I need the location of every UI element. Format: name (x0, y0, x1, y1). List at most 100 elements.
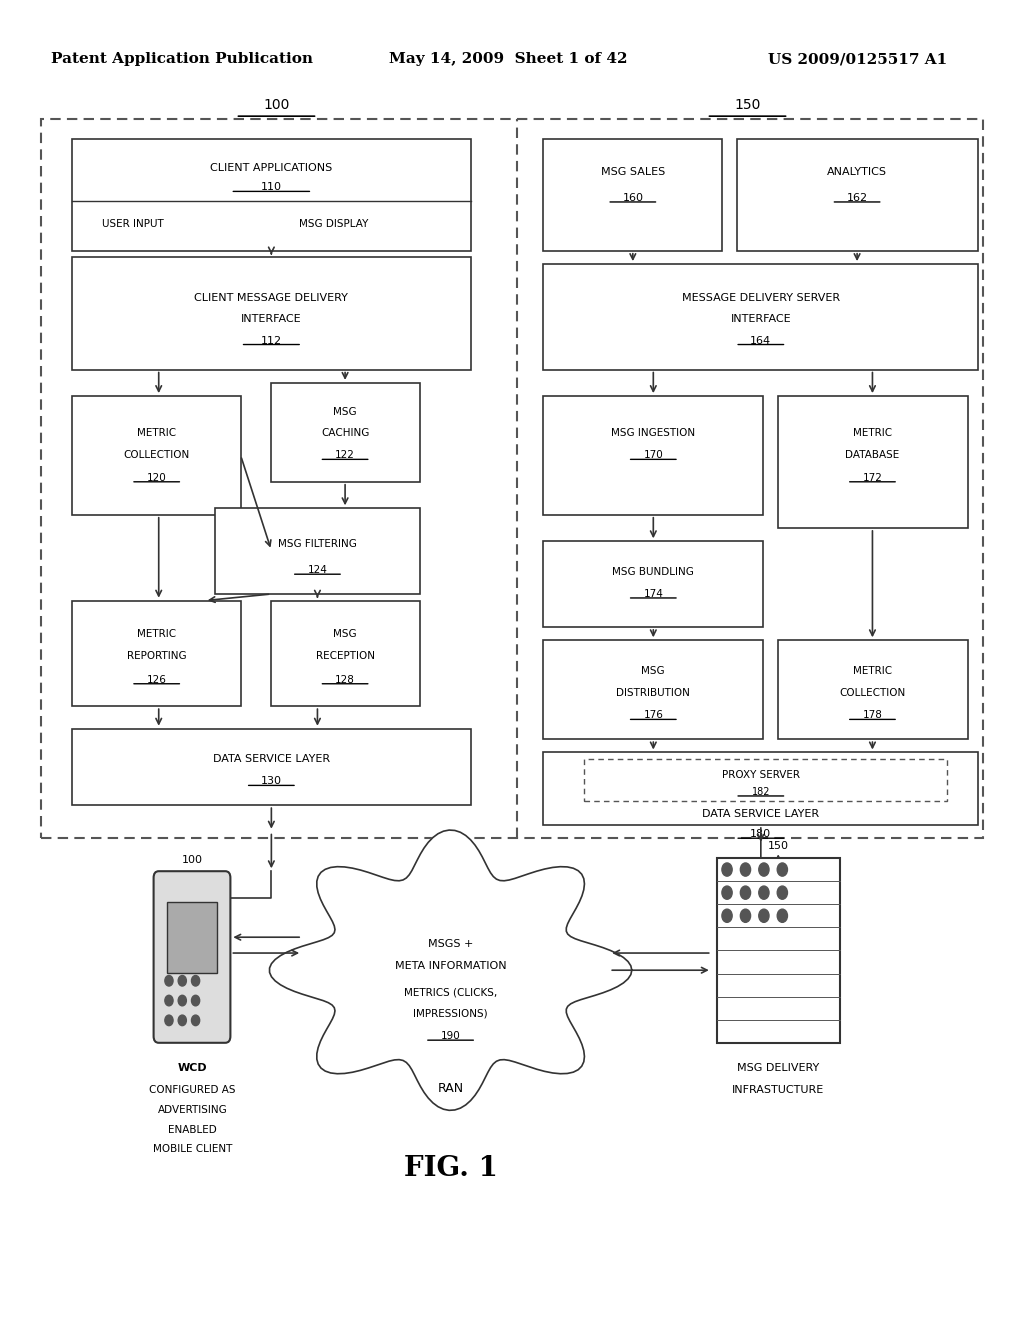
Text: MSG DISPLAY: MSG DISPLAY (299, 219, 369, 230)
FancyBboxPatch shape (167, 902, 217, 973)
Text: COLLECTION: COLLECTION (124, 450, 189, 461)
FancyBboxPatch shape (154, 871, 230, 1043)
Text: 110: 110 (261, 182, 282, 193)
Text: 130: 130 (261, 776, 282, 787)
Circle shape (165, 975, 173, 986)
Text: 150: 150 (734, 98, 761, 112)
FancyBboxPatch shape (717, 858, 840, 1043)
Text: 178: 178 (862, 710, 883, 721)
Text: 100: 100 (263, 98, 290, 112)
FancyBboxPatch shape (72, 601, 241, 706)
Text: US 2009/0125517 A1: US 2009/0125517 A1 (768, 53, 947, 66)
FancyBboxPatch shape (271, 383, 420, 482)
Polygon shape (269, 830, 632, 1110)
FancyBboxPatch shape (271, 601, 420, 706)
Text: 120: 120 (146, 473, 167, 483)
FancyBboxPatch shape (543, 139, 722, 251)
Text: DATA SERVICE LAYER: DATA SERVICE LAYER (213, 754, 330, 764)
Circle shape (759, 863, 769, 876)
Text: REPORTING: REPORTING (127, 651, 186, 661)
FancyBboxPatch shape (543, 541, 763, 627)
Text: INFRASTUCTURE: INFRASTUCTURE (732, 1085, 824, 1096)
Text: 180: 180 (751, 829, 771, 840)
Text: 172: 172 (862, 473, 883, 483)
Text: METRIC: METRIC (853, 428, 892, 438)
Text: MSG FILTERING: MSG FILTERING (278, 539, 357, 549)
Text: MSG: MSG (641, 665, 666, 676)
Text: DATA SERVICE LAYER: DATA SERVICE LAYER (702, 809, 819, 820)
Text: INTERFACE: INTERFACE (730, 314, 792, 325)
Circle shape (722, 886, 732, 899)
Text: 124: 124 (307, 565, 328, 576)
Circle shape (759, 909, 769, 923)
Circle shape (191, 1015, 200, 1026)
Circle shape (178, 1015, 186, 1026)
FancyBboxPatch shape (72, 396, 241, 515)
Text: 100: 100 (182, 854, 203, 865)
Text: MSG INGESTION: MSG INGESTION (611, 428, 695, 438)
FancyBboxPatch shape (543, 752, 978, 825)
Text: 170: 170 (643, 450, 664, 461)
FancyBboxPatch shape (778, 396, 968, 528)
Text: 174: 174 (643, 589, 664, 599)
Text: MESSAGE DELIVERY SERVER: MESSAGE DELIVERY SERVER (682, 293, 840, 304)
Circle shape (178, 975, 186, 986)
Circle shape (777, 863, 787, 876)
Text: METRIC: METRIC (137, 628, 176, 639)
Circle shape (165, 1015, 173, 1026)
Text: 190: 190 (440, 1031, 461, 1041)
Text: CONFIGURED AS: CONFIGURED AS (150, 1085, 236, 1096)
Text: ENABLED: ENABLED (168, 1125, 217, 1135)
FancyBboxPatch shape (543, 396, 763, 515)
Text: 182: 182 (752, 787, 770, 797)
Text: CLIENT MESSAGE DELIVERY: CLIENT MESSAGE DELIVERY (195, 293, 348, 304)
Text: ANALYTICS: ANALYTICS (827, 166, 887, 177)
Text: 160: 160 (623, 193, 643, 203)
Circle shape (722, 909, 732, 923)
Text: MSG: MSG (333, 407, 357, 417)
Circle shape (777, 909, 787, 923)
Text: IMPRESSIONS): IMPRESSIONS) (414, 1008, 487, 1019)
Circle shape (178, 995, 186, 1006)
Circle shape (740, 863, 751, 876)
Text: MSG SALES: MSG SALES (601, 166, 665, 177)
Text: MSG: MSG (333, 628, 357, 639)
Text: DATABASE: DATABASE (846, 450, 899, 461)
Text: META INFORMATION: META INFORMATION (394, 961, 507, 972)
FancyBboxPatch shape (543, 640, 763, 739)
Text: METRIC: METRIC (137, 428, 176, 438)
Circle shape (740, 909, 751, 923)
Circle shape (740, 886, 751, 899)
FancyBboxPatch shape (72, 729, 471, 805)
Text: 176: 176 (643, 710, 664, 721)
Text: MSG BUNDLING: MSG BUNDLING (612, 566, 694, 577)
Circle shape (722, 863, 732, 876)
FancyBboxPatch shape (72, 257, 471, 370)
Text: PROXY SERVER: PROXY SERVER (722, 770, 800, 780)
Circle shape (777, 886, 787, 899)
Text: 128: 128 (335, 675, 355, 685)
Text: FIG. 1: FIG. 1 (403, 1155, 498, 1181)
Text: RAN: RAN (437, 1082, 464, 1096)
Text: INTERFACE: INTERFACE (241, 314, 302, 325)
Text: METRICS (CLICKS,: METRICS (CLICKS, (403, 987, 498, 998)
Text: May 14, 2009  Sheet 1 of 42: May 14, 2009 Sheet 1 of 42 (389, 53, 628, 66)
Text: METRIC: METRIC (853, 665, 892, 676)
FancyBboxPatch shape (543, 264, 978, 370)
Circle shape (191, 995, 200, 1006)
Text: COLLECTION: COLLECTION (840, 688, 905, 698)
Circle shape (165, 995, 173, 1006)
Text: ADVERTISING: ADVERTISING (158, 1105, 227, 1115)
Text: 150: 150 (768, 841, 788, 851)
Text: Patent Application Publication: Patent Application Publication (51, 53, 313, 66)
Text: 162: 162 (847, 193, 867, 203)
Text: MSG DELIVERY: MSG DELIVERY (737, 1063, 819, 1073)
FancyBboxPatch shape (737, 139, 978, 251)
Text: CACHING: CACHING (321, 428, 370, 438)
Text: RECEPTION: RECEPTION (315, 651, 375, 661)
Text: USER INPUT: USER INPUT (102, 219, 164, 230)
FancyBboxPatch shape (72, 139, 471, 251)
Text: 126: 126 (146, 675, 167, 685)
Text: 164: 164 (751, 335, 771, 346)
Text: MSGS +: MSGS + (428, 939, 473, 949)
